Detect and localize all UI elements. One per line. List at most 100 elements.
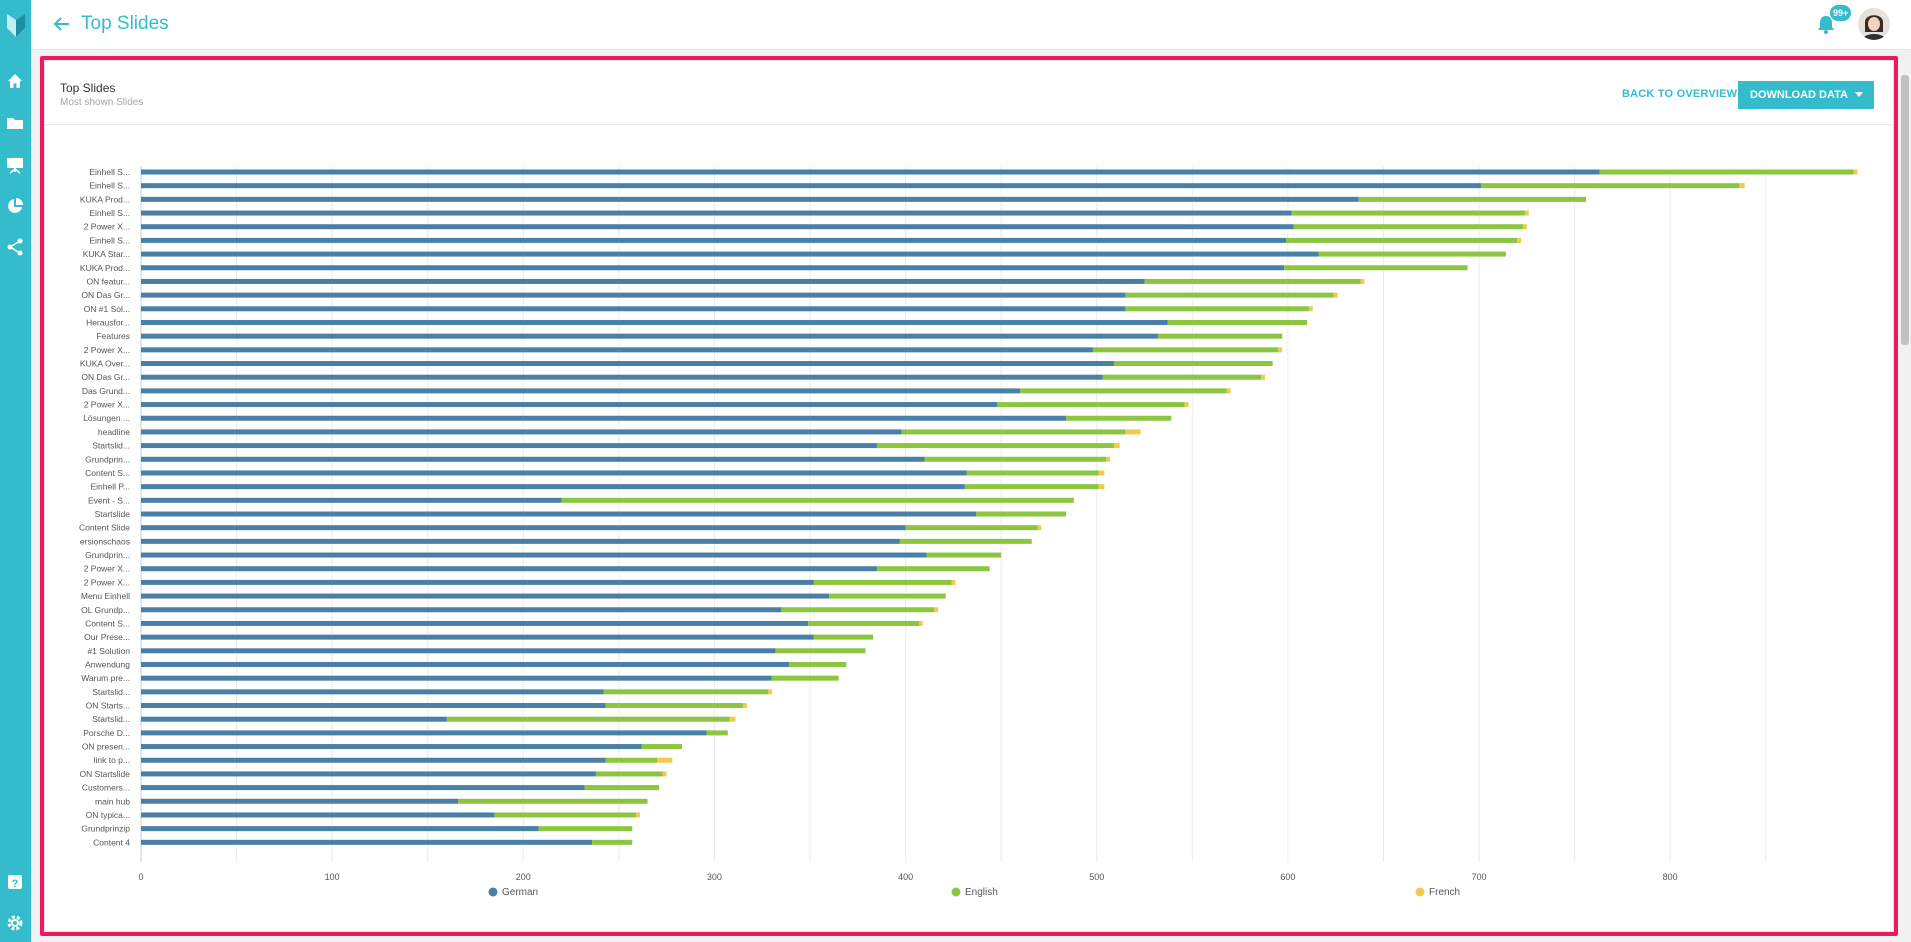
pie-chart-icon[interactable]	[5, 196, 25, 216]
bar-segment-german[interactable]	[141, 265, 1285, 271]
bar-segment-german[interactable]	[141, 771, 596, 777]
bar-segment-english[interactable]	[561, 497, 1074, 503]
bar-segment-german[interactable]	[141, 607, 782, 613]
bar-segment-german[interactable]	[141, 388, 1021, 394]
bar-segment-german[interactable]	[141, 525, 906, 531]
bar-segment-french[interactable]	[1739, 183, 1745, 189]
bar-segment-english[interactable]	[1284, 265, 1468, 271]
bar-segment-english[interactable]	[458, 798, 648, 804]
bar-segment-english[interactable]	[924, 456, 1107, 462]
bar-segment-french[interactable]	[729, 716, 736, 722]
bar-segment-english[interactable]	[1291, 210, 1525, 216]
bar-segment-english[interactable]	[538, 826, 633, 832]
bar-segment-german[interactable]	[141, 716, 447, 722]
bar-segment-english[interactable]	[1125, 306, 1309, 312]
bar-segment-german[interactable]	[141, 579, 814, 585]
bar-segment-english[interactable]	[966, 470, 1099, 476]
legend-label[interactable]: German	[502, 887, 538, 898]
bar-segment-french[interactable]	[1360, 278, 1365, 284]
bar-segment-german[interactable]	[141, 552, 927, 558]
bar-segment-german[interactable]	[141, 675, 772, 681]
bar-segment-english[interactable]	[876, 566, 990, 572]
bar-segment-english[interactable]	[1157, 333, 1283, 339]
bar-segment-english[interactable]	[1144, 278, 1361, 284]
bar-segment-english[interactable]	[901, 429, 1126, 435]
bar-segment-german[interactable]	[141, 785, 585, 791]
bar-segment-german[interactable]	[141, 511, 977, 517]
bar-segment-french[interactable]	[1098, 470, 1105, 476]
bar-segment-french[interactable]	[918, 620, 923, 626]
bar-segment-french[interactable]	[934, 607, 939, 613]
bar-segment-french[interactable]	[662, 771, 667, 777]
bar-segment-english[interactable]	[899, 538, 1032, 544]
bar-segment-french[interactable]	[1106, 456, 1111, 462]
bar-segment-english[interactable]	[964, 484, 1099, 490]
bar-segment-english[interactable]	[775, 648, 866, 654]
bar-segment-german[interactable]	[141, 443, 877, 449]
bar-segment-english[interactable]	[1066, 415, 1172, 421]
bar-segment-german[interactable]	[141, 361, 1114, 367]
bar-segment-german[interactable]	[141, 470, 967, 476]
bar-segment-french[interactable]	[1308, 306, 1313, 312]
bar-segment-english[interactable]	[592, 839, 633, 845]
bar-segment-german[interactable]	[141, 278, 1145, 284]
bar-segment-german[interactable]	[141, 456, 925, 462]
bar-segment-french[interactable]	[743, 703, 747, 709]
bar-segment-english[interactable]	[813, 579, 952, 585]
bar-segment-english[interactable]	[976, 511, 1067, 517]
bar-segment-english[interactable]	[1102, 374, 1262, 380]
bar-segment-english[interactable]	[706, 730, 728, 736]
bar-segment-english[interactable]	[771, 675, 839, 681]
bar-segment-english[interactable]	[584, 785, 660, 791]
bar-segment-german[interactable]	[141, 169, 1600, 175]
bar-segment-english[interactable]	[595, 771, 663, 777]
bar-segment-french[interactable]	[1098, 484, 1105, 490]
bar-segment-german[interactable]	[141, 415, 1067, 421]
legend-marker[interactable]	[951, 887, 961, 897]
back-arrow-icon[interactable]	[53, 15, 71, 33]
presentation-icon[interactable]	[5, 155, 25, 175]
legend-marker[interactable]	[1415, 887, 1425, 897]
bar-segment-german[interactable]	[141, 703, 606, 709]
notification-bell-icon[interactable]	[1815, 13, 1837, 35]
bar-segment-german[interactable]	[141, 744, 642, 750]
download-data-button[interactable]: DOWNLOAD DATA	[1738, 81, 1874, 109]
bar-segment-french[interactable]	[951, 579, 956, 585]
bar-segment-german[interactable]	[141, 306, 1126, 312]
bar-segment-french[interactable]	[1113, 443, 1120, 449]
bar-segment-french[interactable]	[1261, 374, 1265, 380]
bar-segment-english[interactable]	[926, 552, 1002, 558]
bar-segment-german[interactable]	[141, 757, 606, 763]
bar-segment-english[interactable]	[829, 593, 946, 599]
bar-segment-german[interactable]	[141, 689, 604, 695]
bar-segment-english[interactable]	[1020, 388, 1227, 394]
bar-segment-english[interactable]	[605, 757, 658, 763]
bar-segment-german[interactable]	[141, 730, 707, 736]
bar-segment-german[interactable]	[141, 374, 1103, 380]
bar-segment-german[interactable]	[141, 839, 593, 845]
bar-segment-french[interactable]	[1523, 224, 1527, 230]
bar-segment-english[interactable]	[1092, 347, 1279, 353]
bar-segment-french[interactable]	[1226, 388, 1231, 394]
bar-segment-german[interactable]	[141, 593, 830, 599]
bar-segment-english[interactable]	[641, 744, 682, 750]
bar-segment-french[interactable]	[1184, 402, 1189, 408]
bar-segment-german[interactable]	[141, 183, 1481, 189]
bar-segment-german[interactable]	[141, 333, 1158, 339]
bar-segment-english[interactable]	[603, 689, 768, 695]
bar-segment-english[interactable]	[997, 402, 1185, 408]
bar-segment-french[interactable]	[1333, 292, 1338, 298]
bar-segment-french[interactable]	[636, 812, 640, 818]
bar-segment-german[interactable]	[141, 292, 1126, 298]
bar-segment-english[interactable]	[781, 607, 935, 613]
scrollbar-thumb[interactable]	[1901, 75, 1909, 345]
bar-segment-french[interactable]	[657, 757, 673, 763]
chevron-down-icon[interactable]	[1855, 92, 1863, 97]
bar-segment-french[interactable]	[767, 689, 772, 695]
bar-segment-english[interactable]	[1125, 292, 1334, 298]
bar-segment-german[interactable]	[141, 566, 877, 572]
bar-segment-french[interactable]	[1278, 347, 1283, 353]
bar-segment-english[interactable]	[1167, 319, 1308, 325]
bar-segment-german[interactable]	[141, 620, 809, 626]
bar-segment-german[interactable]	[141, 224, 1294, 230]
